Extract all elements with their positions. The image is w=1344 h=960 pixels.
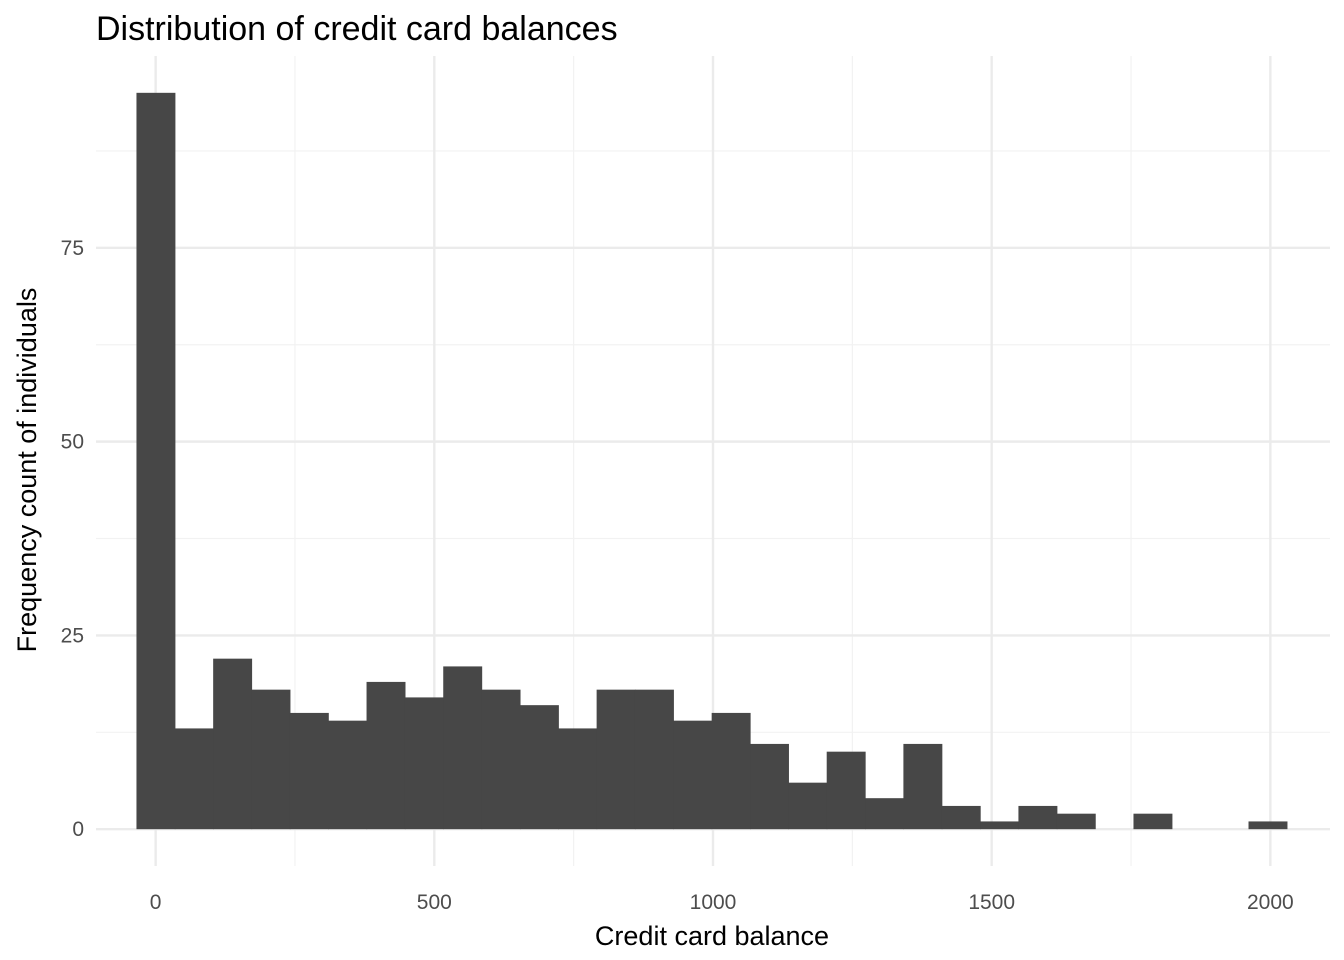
histogram-bar (289, 712, 329, 830)
y-tick-label: 50 (61, 431, 84, 454)
histogram-bar (1018, 805, 1058, 830)
x-tick-label: 0 (150, 891, 162, 914)
histogram-bar (519, 705, 559, 830)
x-tick-label: 1000 (690, 891, 737, 914)
histogram-bar (980, 821, 1020, 830)
histogram-bar (941, 805, 981, 830)
x-tick-label: 2000 (1247, 891, 1294, 914)
y-axis-title: Frequency count of individuals (12, 288, 42, 653)
x-tick-label: 1500 (968, 891, 1015, 914)
histogram-bar (865, 798, 904, 830)
histogram-bar (558, 728, 598, 830)
chart-title: Distribution of credit card balances (96, 10, 618, 48)
y-tick-label: 25 (61, 624, 84, 647)
histogram-bar (711, 712, 751, 830)
histogram-bar (903, 743, 943, 830)
histogram-bar (328, 720, 368, 830)
x-axis-tick-labels: 0 500 1000 1500 2000 (150, 891, 1294, 914)
y-tick-label: 75 (61, 237, 84, 260)
histogram-bar (673, 720, 713, 830)
histogram-bar (213, 658, 253, 830)
y-axis-tick-labels: 0 25 50 75 (61, 237, 84, 841)
histogram-bar (826, 751, 866, 830)
y-tick-label: 0 (72, 818, 84, 841)
histogram-bar (1133, 813, 1173, 830)
histogram-bar (443, 666, 483, 830)
x-axis-title: Credit card balance (595, 921, 829, 951)
histogram-bar (1248, 821, 1288, 830)
histogram-bar (136, 92, 176, 830)
histogram-bar (1056, 813, 1096, 830)
histogram-bar (634, 689, 674, 830)
histogram-bar (251, 689, 291, 830)
histogram-bar (596, 689, 636, 830)
histogram-bars (136, 92, 1288, 830)
histogram-bar (750, 743, 789, 830)
histogram-bar (788, 782, 828, 830)
histogram-bar (481, 689, 521, 830)
x-tick-label: 500 (417, 891, 452, 914)
histogram-bar (404, 697, 444, 830)
histogram-bar (366, 681, 406, 830)
histogram-bar (174, 728, 214, 830)
